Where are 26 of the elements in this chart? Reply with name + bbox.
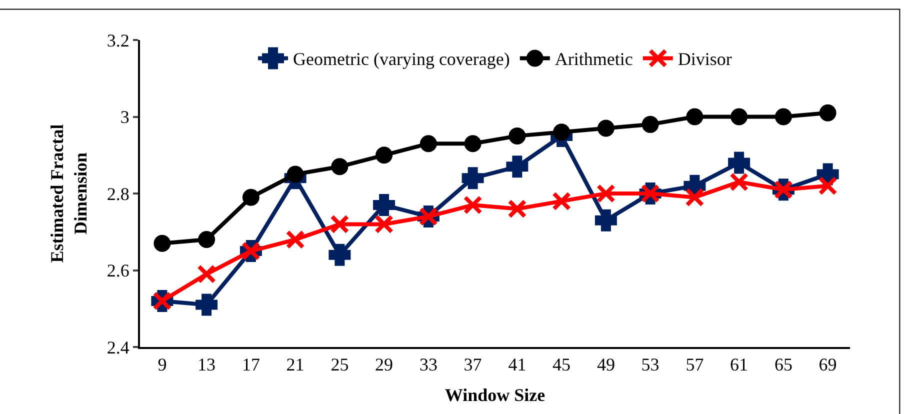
legend-label: Arithmetic <box>554 49 633 70</box>
x-tick-label: 37 <box>464 354 482 375</box>
y-tick-label: 3.2 <box>106 30 130 50</box>
legend-label: Divisor <box>678 49 732 70</box>
y-tick-label: 2.4 <box>106 337 130 358</box>
x-tick-label: 25 <box>330 354 349 375</box>
x-tick-label: 57 <box>686 354 704 375</box>
x-tick-label: 29 <box>375 354 394 375</box>
x-tick-label: 9 <box>158 354 167 375</box>
y-tick-label: 3 <box>120 107 130 128</box>
legend-label: Geometric (varying coverage) <box>293 49 510 70</box>
x-tick-label: 33 <box>419 354 438 375</box>
x-tick-label: 53 <box>641 354 660 375</box>
x-tick-label: 41 <box>508 354 526 375</box>
y-tick-label: 2.6 <box>106 260 130 281</box>
x-tick-label: 21 <box>286 354 304 375</box>
y-tick-label: 2.8 <box>106 184 130 204</box>
x-tick-label: 17 <box>242 354 260 375</box>
x-tick-label: 69 <box>818 354 837 375</box>
x-tick-label: 65 <box>774 354 792 375</box>
x-axis-title: Window Size <box>444 385 546 406</box>
x-tick-label: 61 <box>730 354 748 375</box>
x-tick-label: 49 <box>596 354 615 375</box>
x-tick-label: 13 <box>198 354 216 375</box>
x-tick-label: 45 <box>552 354 571 375</box>
y-axis-title: Estimated Fractal Dimension <box>47 124 91 263</box>
